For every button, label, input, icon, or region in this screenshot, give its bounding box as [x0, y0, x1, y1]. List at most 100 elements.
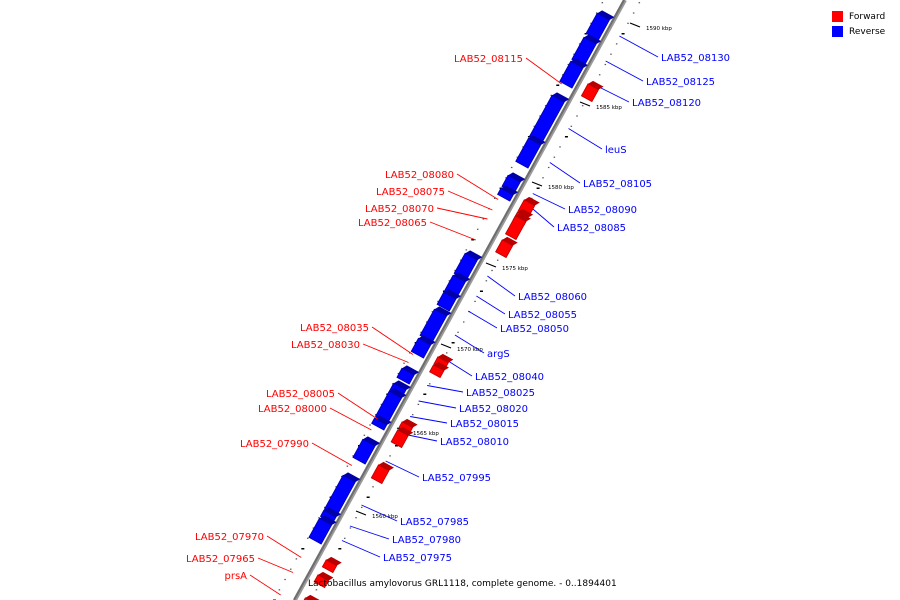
forward-gene-LAB52_08070-leader [436, 207, 488, 220]
kbp-tick-label: 1565 kbp [413, 431, 439, 437]
legend-reverse: Reverse [832, 24, 892, 39]
scale-dot-right [553, 156, 556, 158]
scale-dot-right [598, 74, 601, 76]
scale-dot-right [581, 105, 584, 107]
reverse-gene-LAB52_07980-leader [349, 525, 390, 540]
scale-dot-left [380, 403, 383, 405]
reverse-gene-argS-label: argS [487, 349, 510, 360]
scale-dot-left [374, 414, 377, 416]
scale-dot-right [547, 166, 550, 169]
scale-dot-left [533, 125, 536, 127]
scale-dot-left [459, 259, 462, 261]
forward-gene-LAB52_08000-leader [329, 407, 372, 431]
scale-dot-left [573, 53, 575, 55]
reverse-gene-LAB52_07980-label: LAB52_07980 [392, 535, 461, 546]
kbp-tick-mark [355, 510, 367, 516]
reverse-gene-LAB52_07995-facet [362, 436, 381, 447]
scale-dot-right [366, 496, 370, 498]
forward-gene-LAB52_08005-facet [402, 418, 418, 428]
kbp-tick-mark [531, 181, 543, 187]
reverse-gene-LAB52_07985-facet [343, 472, 361, 483]
forward-gene-LAB52_08035-label: LAB52_08035 [300, 323, 369, 334]
forward-swatch [832, 11, 843, 22]
reverse-gene-LAB52_08020-facet [393, 380, 411, 391]
scale-dot-left [601, 2, 604, 4]
scale-dot-left [335, 486, 337, 488]
scale-dot-left [493, 197, 496, 199]
forward-gene-prsA-leader [249, 574, 281, 596]
scale-dot-right [417, 403, 420, 405]
reverse-gene-LAB52_08060-leader [487, 275, 516, 297]
forward-gene-LAB52_08075-leader [447, 190, 493, 211]
scale-dot-right [474, 300, 476, 302]
scale-dot-left [595, 12, 598, 14]
scale-dot-right [355, 517, 357, 519]
scale-dot-left [340, 475, 343, 478]
scale-dot-left [567, 63, 570, 66]
forward-gene-LAB52_08000-facet [397, 426, 414, 436]
scale-dot-right [610, 53, 612, 55]
reverse-gene-LAB52_08120-label: LAB52_08120 [632, 98, 701, 109]
scale-dot-right [604, 63, 607, 66]
kbp-tick-mark [440, 343, 452, 349]
scale-dot-left [550, 94, 553, 96]
scale-dot-left [306, 537, 309, 539]
scale-dot-left [448, 280, 451, 282]
scale-dot-left [431, 311, 434, 313]
scale-dot-left [312, 527, 315, 529]
kbp-tick-label: 1570 kbp [457, 347, 483, 353]
forward-gene-LAB52_08075-facet [517, 208, 534, 218]
kbp-tick-label: 1590 kbp [646, 26, 672, 32]
scale-dot-right [542, 177, 544, 179]
scale-dot-right [615, 43, 618, 45]
scale-dot-left [420, 331, 422, 333]
forward-gene-prsA-facet [305, 594, 320, 600]
reverse-gene-LAB52_07985-leader [361, 504, 398, 522]
reverse-gene-LAB52_08055-facet [453, 272, 471, 283]
scale-dot-left [408, 352, 411, 354]
scale-dot-left [578, 43, 581, 45]
scale-dot-left [295, 558, 298, 560]
forward-gene-LAB52_08080-label: LAB52_08080 [385, 170, 454, 181]
scale-dot-left [323, 506, 326, 508]
scale-dot-left [437, 300, 439, 302]
scale-dot-left [522, 146, 524, 148]
scale-dot-right [315, 589, 318, 591]
scale-dot-left [544, 105, 547, 107]
kbp-tick-label: 1575 kbp [502, 266, 528, 272]
reverse-gene-LAB52_07980-facet [323, 507, 342, 518]
scale-dot-right [627, 22, 629, 24]
scale-dot-right [445, 352, 448, 354]
reverse-gene-LAB52_08010-label: LAB52_08010 [440, 437, 509, 448]
scale-dot-left [561, 74, 564, 76]
scale-dot-left [397, 372, 400, 375]
scale-dot-left [425, 321, 428, 323]
forward-gene-LAB52_07990-leader [311, 442, 353, 466]
scale-dot-left [590, 22, 592, 24]
scale-dot-right [451, 342, 455, 344]
reverse-gene-LAB52_08020-leader [418, 400, 457, 409]
scale-dot-left [471, 239, 475, 241]
scale-dot-right [632, 12, 635, 14]
reverse-gene-LAB52_08025-label: LAB52_08025 [466, 388, 535, 399]
reverse-gene-LAB52_08130-label: LAB52_08130 [661, 53, 730, 64]
reverse-gene-LAB52_08090-leader [532, 193, 566, 210]
reverse-gene-LAB52_08015-facet [389, 388, 407, 399]
reverse-gene-LAB52_08060-facet [465, 250, 483, 261]
scale-dot-right [462, 321, 465, 323]
legend: Forward Reverse [832, 9, 892, 39]
scale-dot-right [389, 455, 391, 457]
reverse-gene-argS-leader [454, 334, 485, 354]
reverse-gene-LAB52_07975-label: LAB52_07975 [383, 553, 452, 564]
scale-dot-left [482, 218, 485, 220]
kbp-tick-mark [579, 101, 591, 107]
scale-dot-left [465, 249, 468, 251]
forward-gene-prsA-label: prsA [224, 571, 247, 582]
forward-gene-LAB52_08075-label: LAB52_08075 [376, 187, 445, 198]
forward-gene-LAB52_08070-facet [515, 212, 531, 222]
scale-dot-right [349, 527, 352, 529]
scale-dot-right [338, 548, 342, 550]
reverse-gene-LAB52_08060-label: LAB52_08060 [518, 292, 587, 303]
kbp-tick-label: 1585 kbp [596, 105, 622, 111]
scale-dot-left [318, 517, 320, 519]
